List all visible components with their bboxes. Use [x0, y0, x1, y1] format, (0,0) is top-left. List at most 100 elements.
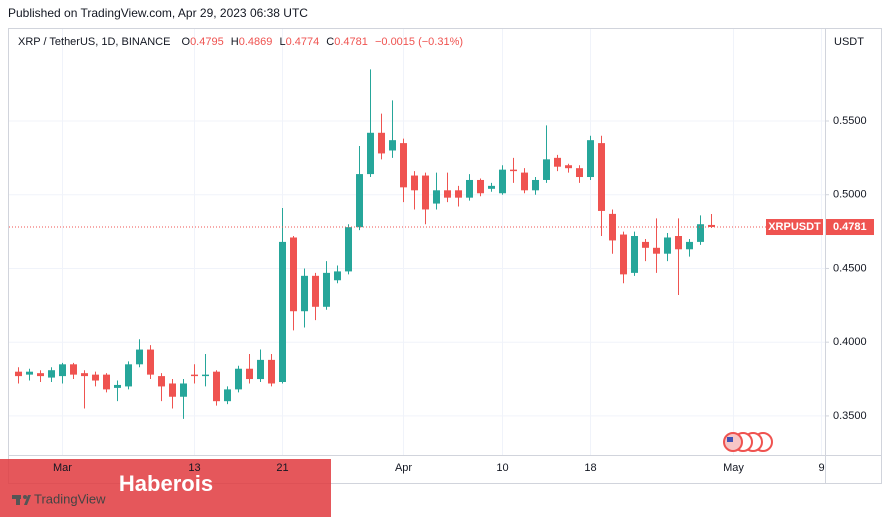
- candle-body: [158, 376, 165, 387]
- candle-body: [180, 383, 187, 397]
- candle-body: [477, 179, 484, 194]
- candle-body: [114, 384, 121, 388]
- candle-body: [697, 224, 704, 242]
- candle-body: [367, 132, 374, 175]
- candle-body: [400, 143, 407, 188]
- candle-body: [444, 190, 451, 198]
- candle-body: [532, 179, 539, 191]
- candle-body: [147, 349, 154, 375]
- candles: [15, 69, 715, 419]
- x-tick-label: May: [723, 462, 744, 474]
- y-tick-label: 0.4000: [833, 336, 867, 348]
- x-tick-label: Apr: [395, 462, 412, 474]
- ohlc-value: 0.4781: [334, 36, 368, 48]
- candle-body: [543, 159, 550, 180]
- candle-body: [675, 236, 682, 250]
- candle-body: [48, 370, 55, 378]
- candle-body: [389, 140, 396, 151]
- ohlc-prefix: C: [326, 36, 334, 48]
- candle-body: [565, 165, 572, 169]
- candle-body: [290, 237, 297, 312]
- candle-body: [235, 368, 242, 390]
- candle-body: [554, 157, 561, 167]
- x-tick-label: 13: [188, 462, 200, 474]
- symbol-tag: XRPUSDT: [768, 221, 821, 233]
- candle-body: [488, 185, 495, 189]
- candle-body: [708, 224, 715, 228]
- candle-body: [433, 190, 440, 204]
- candle-body: [686, 241, 693, 250]
- candle-body: [312, 275, 319, 307]
- published-note: Published on TradingView.com, Apr 29, 20…: [8, 6, 308, 20]
- ohlc-value: 0.4774: [286, 36, 320, 48]
- x-tick-label: 21: [276, 462, 288, 474]
- candle-body: [631, 236, 638, 273]
- ohlc-value: 0.4795: [190, 36, 224, 48]
- ohlc-value: 0.4869: [239, 36, 273, 48]
- x-tick-label: 18: [584, 462, 596, 474]
- candle-body: [257, 359, 264, 380]
- candle-body: [92, 374, 99, 381]
- candle-body: [246, 368, 253, 380]
- logo: TradingView: [34, 491, 106, 506]
- candle-body: [576, 168, 583, 178]
- x-tick-label: Mar: [53, 462, 72, 474]
- candle-body: [356, 174, 363, 228]
- y-tick-label: 0.4500: [833, 262, 867, 274]
- candle-body: [411, 175, 418, 191]
- candle-body: [664, 237, 671, 254]
- x-tick-label: 9: [818, 462, 824, 474]
- chart-frame: [8, 28, 882, 484]
- candle-body: [81, 373, 88, 377]
- ohlc-prefix: H: [231, 36, 239, 48]
- candle-body: [26, 371, 33, 375]
- change: −0.0015 (−0.31%): [375, 36, 463, 48]
- symbol-tag-box: [766, 219, 823, 236]
- candle-body: [59, 364, 66, 377]
- y-tick-label: 0.3500: [833, 410, 867, 422]
- candle-body: [378, 132, 385, 154]
- candle-body: [499, 169, 506, 194]
- candle-body: [587, 140, 594, 178]
- y-tick-label: 0.5000: [833, 189, 867, 201]
- ohlc-prefix: O: [182, 36, 191, 48]
- candle-body: [466, 179, 473, 198]
- candle-body: [521, 172, 528, 191]
- logo-mark: [12, 495, 31, 505]
- candle-body: [345, 227, 352, 272]
- candle-body: [15, 371, 22, 377]
- last-price-label: 0.4781: [833, 221, 867, 233]
- candle-body: [279, 241, 286, 383]
- candle-body: [125, 364, 132, 387]
- candle-body: [642, 241, 649, 248]
- candle-body: [598, 143, 605, 211]
- candle-body: [37, 373, 44, 377]
- candle-body: [653, 247, 660, 254]
- candle-body: [422, 175, 429, 210]
- x-tick-label: 10: [496, 462, 508, 474]
- candle-body: [136, 349, 143, 365]
- candle-body: [169, 383, 176, 397]
- event-flags: [723, 432, 773, 452]
- candle-body: [455, 190, 462, 198]
- candle-body: [213, 371, 220, 402]
- candle-body: [301, 275, 308, 312]
- legend: XRP / TetherUS, 1D, BINANCE O0.4795 H0.4…: [18, 36, 463, 48]
- candle-body: [323, 272, 330, 307]
- candle-body: [103, 374, 110, 390]
- candle-body: [268, 359, 275, 384]
- candle-body: [191, 374, 198, 377]
- currency: USDT: [834, 36, 864, 48]
- watermark: Haberois: [119, 471, 213, 496]
- ohlc-prefix: L: [279, 36, 285, 48]
- candle-body: [224, 389, 231, 402]
- last-price-box: [826, 219, 874, 236]
- candle-body: [334, 271, 341, 281]
- watermark-box: [0, 459, 331, 517]
- symbol: XRP / TetherUS, 1D, BINANCE: [18, 36, 170, 48]
- candle-body: [510, 169, 517, 172]
- candle-body: [70, 364, 77, 375]
- y-tick-label: 0.5500: [833, 115, 867, 127]
